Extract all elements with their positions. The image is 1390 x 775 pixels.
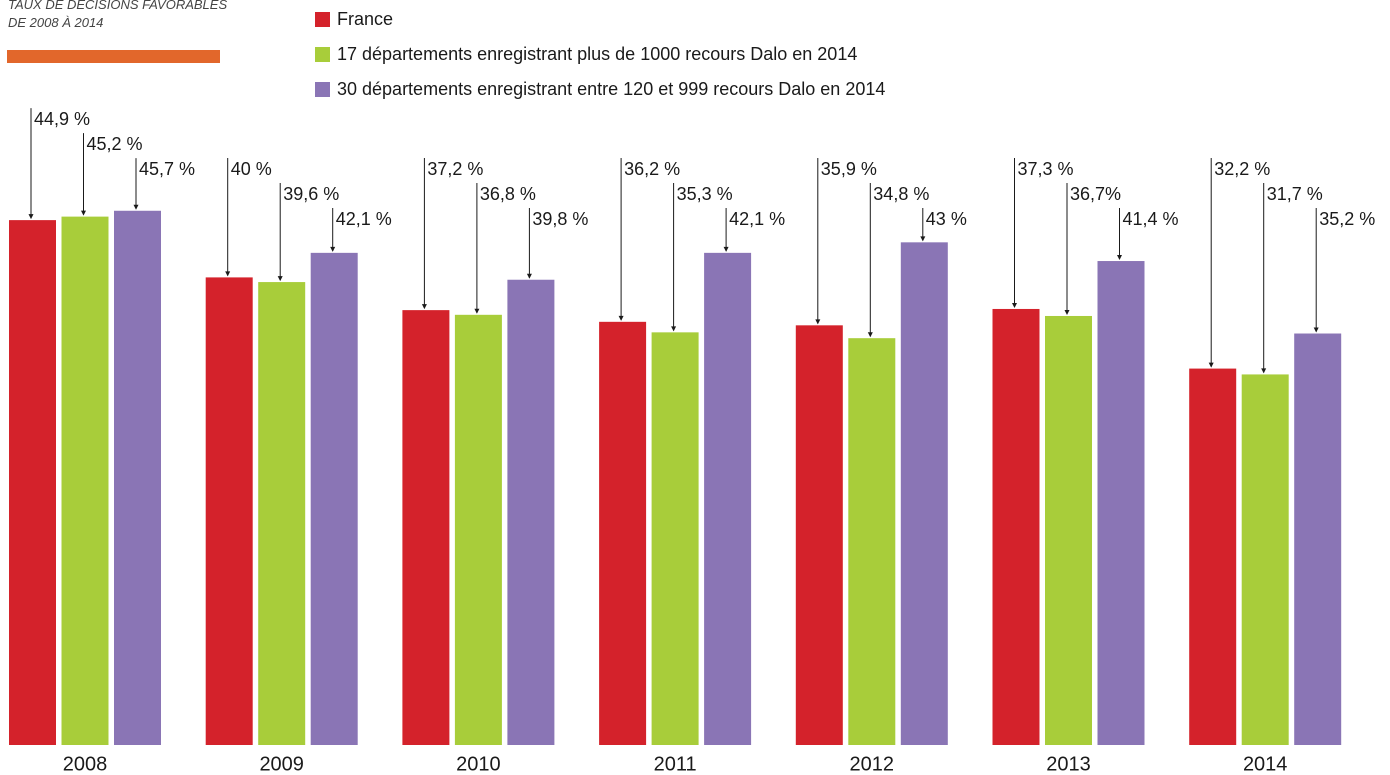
leader-arrow	[330, 246, 336, 252]
value-label: 31,7 %	[1267, 184, 1323, 204]
leader-arrow	[1313, 327, 1319, 333]
legend-swatch	[315, 12, 330, 27]
value-label: 43 %	[926, 209, 967, 229]
value-label: 36,7%	[1070, 184, 1121, 204]
bar	[1045, 315, 1092, 745]
bar	[507, 279, 555, 745]
value-label: 35,9 %	[821, 159, 877, 179]
value-label: 34,8 %	[873, 184, 929, 204]
bar	[9, 220, 56, 745]
bar	[992, 308, 1040, 745]
legend-label: 17 départements enregistrant plus de 100…	[337, 44, 857, 64]
x-tick-label: 2009	[259, 753, 304, 775]
leader-arrow	[815, 319, 821, 325]
x-tick-label: 2008	[63, 753, 108, 775]
leader-arrow	[1261, 368, 1267, 374]
leader-arrow	[1064, 309, 1070, 315]
bar	[310, 252, 358, 745]
value-label: 37,3 %	[1018, 159, 1074, 179]
value-label: 36,2 %	[624, 159, 680, 179]
bar	[1294, 333, 1342, 745]
bar	[651, 332, 699, 745]
leader-arrow	[421, 304, 427, 310]
leader-arrow	[277, 276, 283, 282]
bar	[848, 338, 896, 745]
bar	[402, 310, 450, 745]
bar	[258, 282, 306, 745]
bar	[599, 321, 647, 745]
bar	[61, 216, 109, 745]
bar	[1097, 261, 1145, 745]
bar	[454, 314, 502, 745]
value-label: 42,1 %	[336, 209, 392, 229]
value-label: 39,8 %	[532, 209, 588, 229]
bar	[114, 210, 161, 746]
value-label: 32,2 %	[1214, 159, 1270, 179]
leader-arrow	[867, 332, 873, 338]
leader-arrow	[225, 271, 231, 277]
x-tick-label: 2011	[654, 753, 697, 775]
legend-swatch	[315, 47, 330, 62]
chart-title: TAUX DE DÉCISIONS FAVORABLES DE 2008 À 2…	[8, 0, 228, 30]
leader-arrow	[133, 204, 139, 210]
leader-arrow	[81, 210, 86, 216]
value-label: 35,2 %	[1319, 209, 1375, 229]
bar	[900, 242, 948, 745]
value-label: 45,7 %	[139, 159, 195, 179]
value-label: 42,1 %	[729, 209, 785, 229]
value-label: 36,8 %	[480, 184, 536, 204]
value-label: 44,9 %	[34, 109, 90, 129]
bar	[1189, 368, 1237, 745]
leader-arrow	[671, 326, 677, 332]
legend-swatch	[315, 82, 330, 97]
leader-arrow	[618, 315, 624, 321]
bar	[1241, 374, 1289, 745]
x-tick-label: 2013	[1046, 753, 1091, 775]
x-tick-label: 2014	[1243, 753, 1288, 775]
value-label: 40 %	[231, 159, 272, 179]
leader-arrow	[526, 273, 532, 279]
leader-arrow	[1208, 362, 1214, 368]
value-label: 45,2 %	[87, 134, 143, 154]
bar	[795, 325, 843, 745]
leader-arrow	[474, 308, 480, 314]
leader-arrow	[28, 214, 34, 220]
value-label: 35,3 %	[677, 184, 733, 204]
legend-label: 30 départements enregistrant entre 120 e…	[337, 79, 885, 99]
leader-arrow	[1117, 255, 1122, 261]
leader-arrow	[1012, 302, 1017, 308]
value-label: 41,4 %	[1123, 209, 1179, 229]
bar	[205, 277, 253, 745]
legend-label: France	[337, 9, 393, 29]
title-rule	[7, 50, 220, 63]
x-tick-label: 2010	[456, 753, 501, 775]
value-label: 39,6 %	[283, 184, 339, 204]
leader-arrow	[723, 246, 729, 252]
leader-arrow	[920, 236, 926, 242]
bar	[704, 252, 752, 745]
value-label: 37,2 %	[427, 159, 483, 179]
x-tick-label: 2012	[850, 753, 895, 775]
